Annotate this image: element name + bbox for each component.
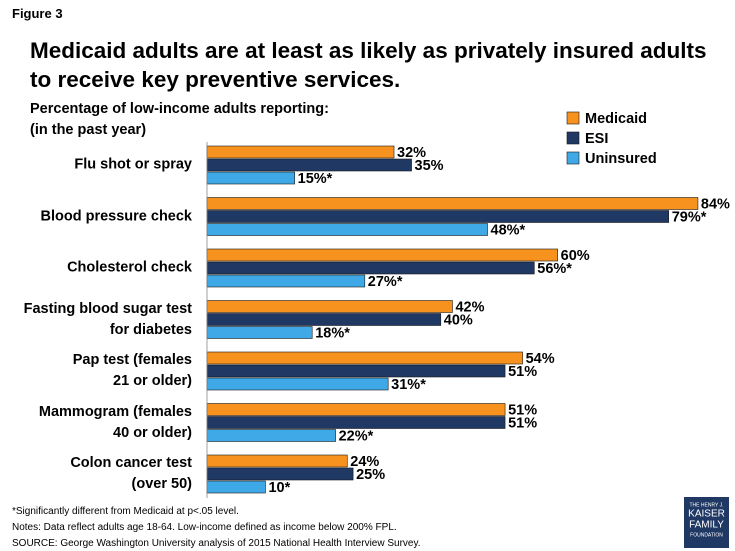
- value-label: 40%: [444, 312, 473, 328]
- bar: [206, 158, 412, 172]
- category-label: Mammogram (females 40 or older): [38, 403, 192, 441]
- value-label: 31%*: [391, 377, 426, 393]
- value-label: 42%: [455, 299, 484, 315]
- value-label: 15%*: [298, 171, 333, 187]
- legend-label: Medicaid: [585, 111, 647, 127]
- value-label: 51%: [508, 364, 537, 380]
- value-label: 25%: [356, 467, 385, 483]
- value-label: 48%*: [491, 222, 526, 238]
- value-label: 51%: [508, 415, 537, 431]
- value-label: 22%*: [339, 428, 374, 444]
- chart-title: Medicaid adults are at least as likely a…: [30, 38, 707, 92]
- category-label: Colon cancer test (over 50): [70, 455, 192, 492]
- bar: [206, 210, 670, 223]
- category-label: Blood pressure check: [40, 208, 193, 224]
- bar: [206, 351, 523, 365]
- value-label: 32%: [397, 145, 426, 161]
- footnote: *Significantly different from Medicaid a…: [12, 506, 239, 517]
- value-label: 79%*: [672, 209, 707, 225]
- bar: [206, 274, 366, 288]
- footnote: SOURCE: George Washington University ana…: [12, 538, 421, 549]
- bar: [206, 403, 506, 416]
- value-label: 27%*: [368, 274, 403, 290]
- bar: [206, 454, 348, 468]
- bar: [206, 171, 295, 185]
- bar: [206, 261, 535, 275]
- bar: [206, 223, 488, 236]
- bar: [206, 248, 558, 262]
- value-label: 60%: [561, 248, 590, 264]
- value-label: 84%: [701, 196, 730, 212]
- bar: [206, 197, 699, 210]
- category-label: Flu shot or spray: [74, 156, 192, 173]
- value-label: 24%: [350, 454, 379, 470]
- bar: [206, 313, 442, 326]
- figure-label: Figure 3: [12, 6, 63, 21]
- bar: [206, 145, 395, 159]
- logo-text: FOUNDATION: [690, 532, 723, 538]
- value-label: 10*: [268, 480, 290, 496]
- legend-swatch: [566, 131, 580, 145]
- logo-text: FAMILY: [689, 520, 724, 531]
- legend-label: Uninsured: [585, 151, 657, 167]
- logo-text: KAISER: [688, 509, 725, 520]
- category-label: Fasting blood sugar test for diabetes: [23, 300, 192, 338]
- bar: [206, 480, 266, 494]
- legend-swatch: [566, 111, 580, 125]
- bar: [206, 300, 453, 313]
- value-label: 51%: [508, 402, 537, 418]
- bar: [206, 429, 336, 442]
- legend-label: ESI: [585, 131, 608, 147]
- category-label: Cholesterol check: [67, 259, 192, 276]
- legend-swatch: [566, 151, 580, 165]
- value-label: 54%: [526, 351, 555, 367]
- bar: [206, 364, 506, 378]
- value-label: 56%*: [537, 261, 572, 277]
- bar: [206, 377, 389, 391]
- logo-text: THE HENRY J.: [690, 502, 724, 508]
- bar: [206, 326, 313, 339]
- bar: [206, 467, 354, 481]
- value-label: 35%: [415, 158, 444, 174]
- value-label: 18%*: [315, 325, 350, 341]
- category-label: Pap test (females 21 or older): [72, 352, 192, 389]
- bar: [206, 416, 506, 429]
- logo-box: [684, 497, 729, 548]
- footnote: Notes: Data reflect adults age 18-64. Lo…: [12, 522, 397, 533]
- chart-subtitle: Percentage of low-income adults reportin…: [30, 101, 329, 138]
